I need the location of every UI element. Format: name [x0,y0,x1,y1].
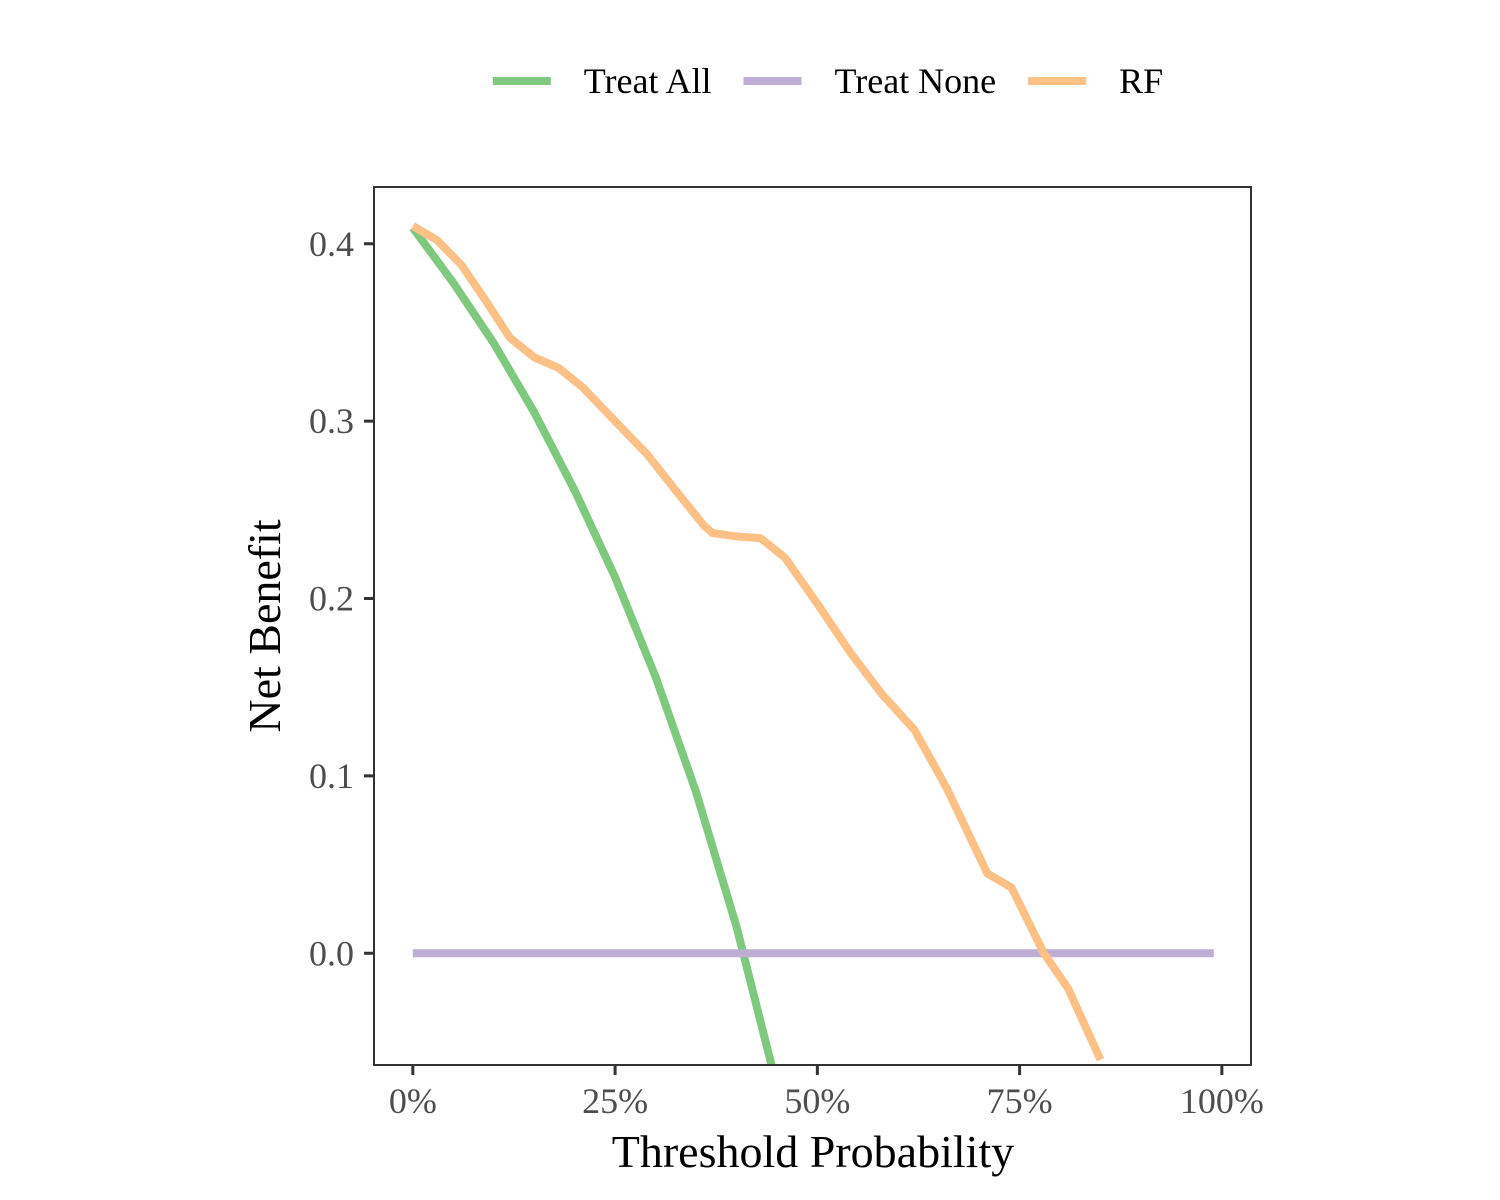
x-tick-label: 25% [582,1081,648,1121]
x-tick-label: 0% [389,1081,437,1121]
legend-label: Treat All [584,61,712,101]
y-tick-label: 0.3 [309,401,354,441]
legend-item-rf: RF [1028,61,1163,101]
y-tick-label: 0.4 [309,224,354,264]
y-axis-title: Net Benefit [239,519,290,733]
x-tick-label: 50% [784,1081,850,1121]
y-tick-label: 0.0 [309,933,354,973]
legend: Treat All Treat None RF [492,61,1163,101]
y-tick-label: 0.1 [309,756,354,796]
x-tick-label: 75% [987,1081,1053,1121]
y-axis: 0.0 0.1 0.2 0.3 0.4 [309,224,374,973]
series-line-rf [410,222,1105,1062]
legend-label: RF [1119,61,1163,101]
plot-panel [373,186,1252,1066]
legend-item-treat-none: Treat None [743,61,997,101]
x-axis-title: Threshold Probability [612,1126,1014,1177]
legend-label: Treat None [835,61,997,101]
legend-item-treat-all: Treat All [492,61,712,101]
series-layer [409,222,1214,1065]
y-tick-label: 0.2 [309,579,354,619]
x-tick-label: 100% [1180,1081,1264,1121]
series-line-treat-all [409,225,776,1065]
x-axis: 0% 25% 50% 75% 100% [389,1065,1264,1121]
